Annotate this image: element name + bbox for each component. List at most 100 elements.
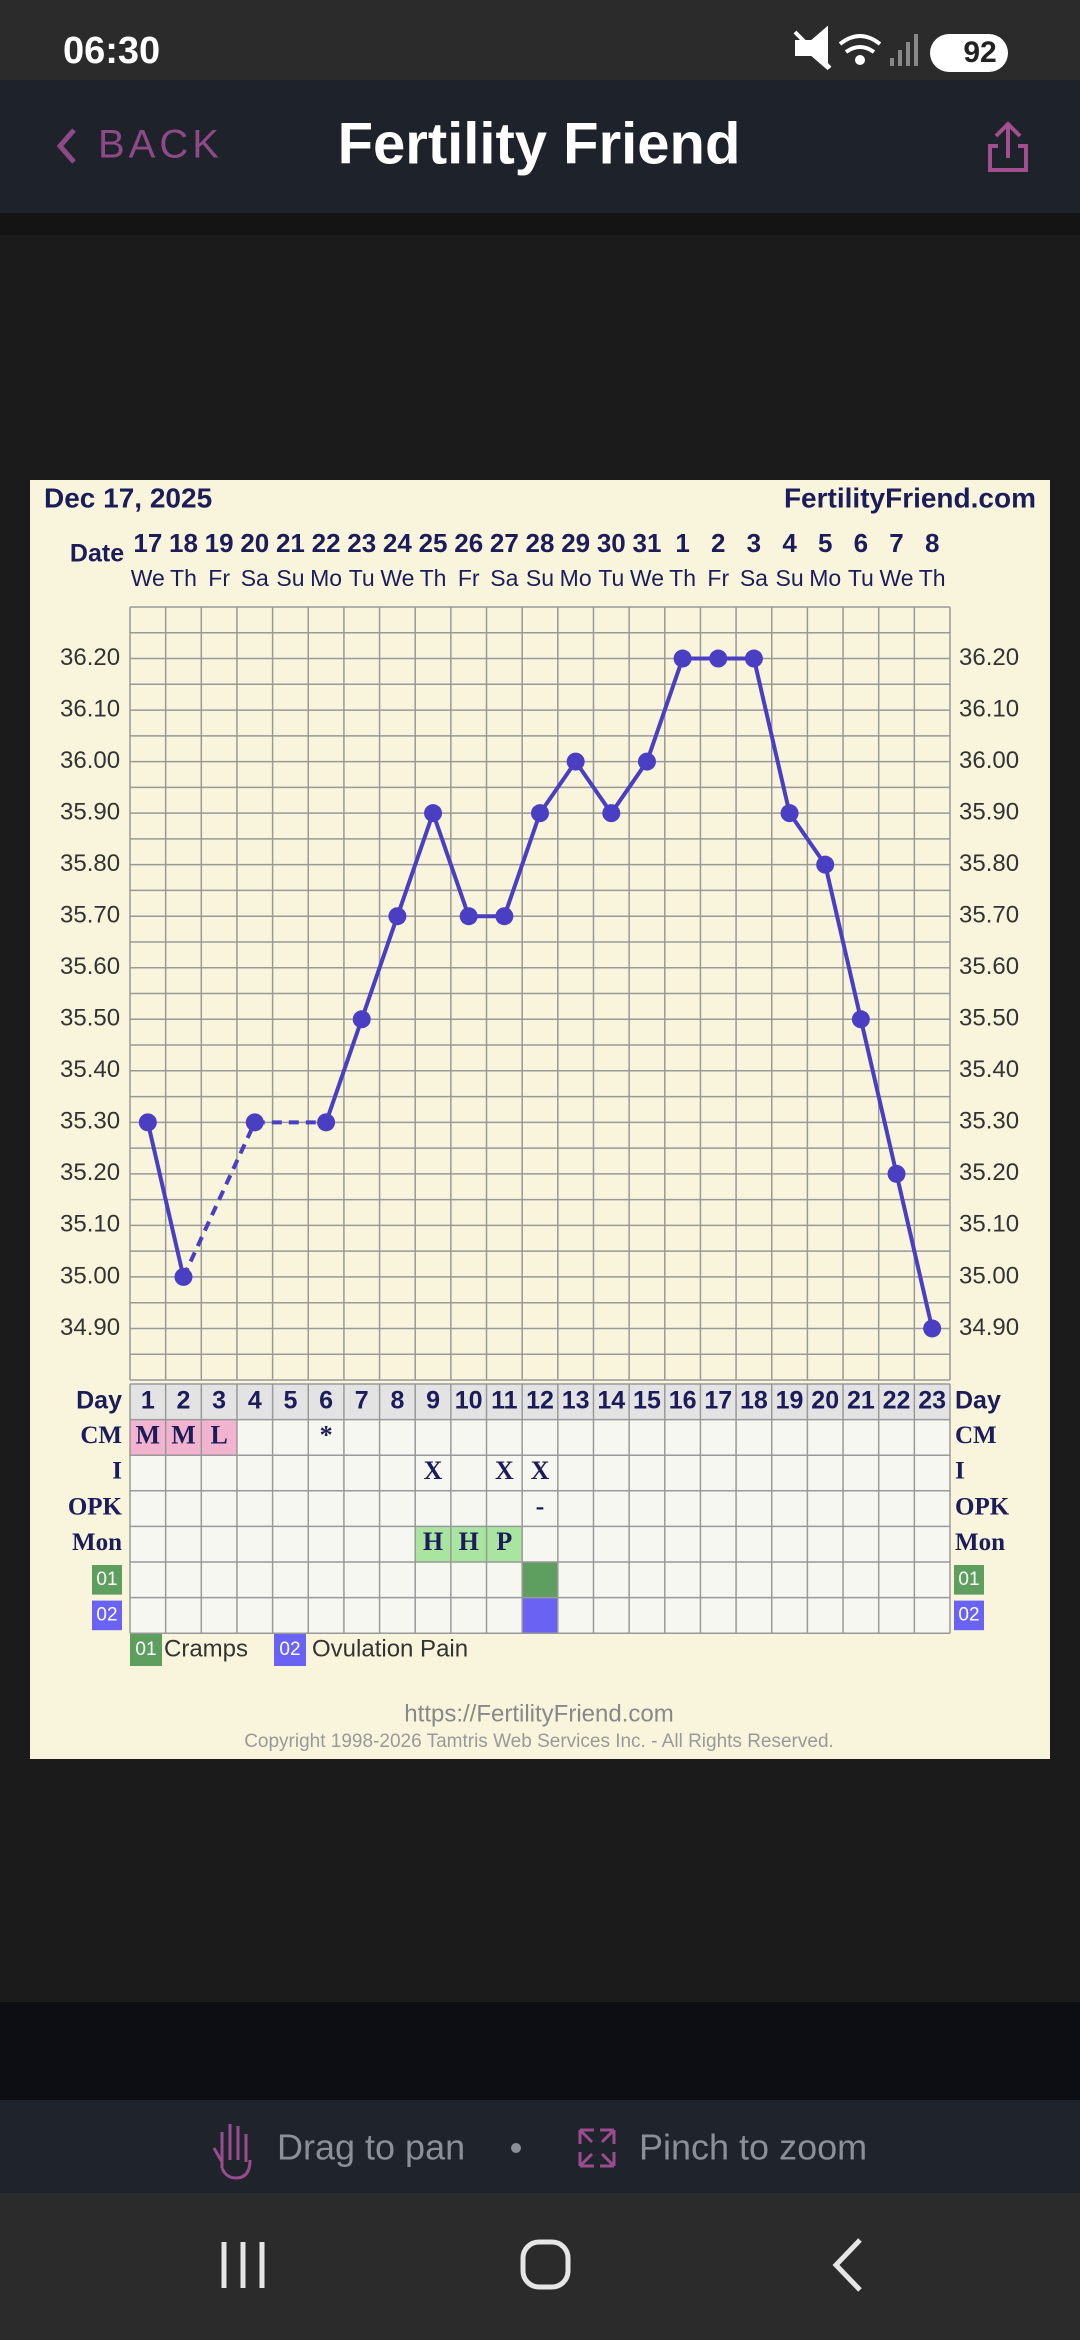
row-label: CM — [80, 1422, 122, 1449]
x-tick-label: 2 — [711, 528, 725, 558]
row-label: I — [112, 1458, 122, 1485]
weekday-label: Sa — [490, 565, 518, 591]
x-tick-label: 20 — [240, 528, 269, 558]
nav-bar — [0, 2193, 1080, 2340]
header — [0, 80, 1080, 213]
day-number: 2 — [177, 1386, 191, 1414]
weekday-label: Th — [919, 565, 946, 591]
y-tick-label: 35.00 — [60, 1262, 120, 1289]
temperature-point — [352, 1010, 371, 1029]
weekday-label: Mo — [310, 565, 342, 591]
day-number: 7 — [355, 1386, 369, 1414]
symbol-cell — [522, 1562, 558, 1598]
temperature-point — [673, 649, 692, 668]
cell-text: M — [136, 1420, 161, 1449]
weekday-label: Fr — [707, 565, 729, 591]
weekday-label: Su — [526, 565, 554, 591]
temperature-point — [459, 907, 478, 926]
x-tick-label: 8 — [925, 528, 939, 558]
cell-highlight — [450, 1526, 487, 1562]
x-tick-label: 22 — [312, 528, 341, 558]
header-title: Fertility Friend — [338, 111, 741, 176]
y-tick-label: 35.40 — [60, 1056, 120, 1083]
weekday-label: Th — [420, 565, 447, 591]
weekday-label: We — [879, 565, 913, 591]
home-button[interactable] — [520, 2239, 571, 2290]
weekday-label: We — [131, 565, 165, 591]
cell-highlight — [201, 1419, 237, 1456]
back-button[interactable]: BACK — [98, 123, 223, 167]
day-number: 16 — [669, 1386, 697, 1414]
day-number: 11 — [491, 1386, 518, 1414]
cell-highlight — [486, 1526, 523, 1562]
recents-button[interactable] — [221, 2242, 265, 2288]
battery — [930, 34, 1008, 72]
weekday-label: Tu — [598, 565, 624, 591]
cell-highlight — [165, 1419, 202, 1456]
row-label-right: Mon — [955, 1529, 1005, 1556]
x-tick-label: 7 — [889, 528, 903, 558]
battery-level: 92 — [963, 36, 996, 69]
legend-text: Cramps — [164, 1635, 248, 1662]
grid — [129, 606, 951, 1381]
temperature-point — [138, 1113, 157, 1132]
back-icon[interactable] — [56, 128, 76, 164]
y-tick-label-right: 36.00 — [959, 747, 1019, 774]
x-tick-label: 18 — [169, 528, 198, 558]
row-label-right: CM — [955, 1422, 997, 1449]
weekday-label: Su — [775, 565, 803, 591]
y-tick-label-right: 35.80 — [959, 850, 1019, 877]
y-tick-label-right: 35.70 — [959, 902, 1019, 929]
site-name: FertilityFriend.com — [784, 482, 1036, 513]
pan-hint: Drag to pan — [277, 2127, 465, 2168]
y-tick-label-right: 36.20 — [959, 644, 1019, 671]
symbol-cell — [522, 1597, 558, 1634]
y-tick-label: 36.10 — [60, 695, 120, 722]
day-number: 13 — [562, 1386, 590, 1414]
x-tick-label: 24 — [383, 528, 412, 558]
temperature-point — [744, 649, 763, 668]
day-number: 15 — [633, 1386, 661, 1414]
y-tick-label: 35.20 — [60, 1159, 120, 1186]
cell-text: X — [495, 1456, 514, 1485]
day-number: 9 — [426, 1386, 440, 1414]
day-row-background — [130, 1384, 950, 1420]
x-tick-label: 23 — [347, 528, 376, 558]
y-tick-label-right: 36.10 — [959, 695, 1019, 722]
day-number: 19 — [776, 1386, 804, 1414]
cell-text: * — [320, 1420, 333, 1449]
cell-text: P — [496, 1527, 512, 1556]
y-tick-label: 35.10 — [60, 1211, 120, 1238]
temperature-point — [602, 804, 621, 823]
day-number: 12 — [526, 1386, 554, 1414]
separator-dot — [511, 2143, 521, 2153]
day-number: 4 — [248, 1386, 262, 1414]
symbol-label: 02 — [958, 1604, 979, 1625]
row-label: Day — [76, 1386, 122, 1414]
day-number: 18 — [740, 1386, 768, 1414]
cell-text: H — [423, 1527, 443, 1556]
day-number: 21 — [847, 1386, 875, 1414]
symbol-label: 02 — [96, 1604, 117, 1625]
temperature-point — [923, 1319, 942, 1338]
row-label: Mon — [72, 1529, 122, 1556]
weekday-label: Tu — [848, 565, 874, 591]
y-tick-label-right: 35.60 — [959, 953, 1019, 980]
y-tick-label-right: 35.00 — [959, 1262, 1019, 1289]
x-tick-label: 27 — [490, 528, 519, 558]
nav-back-button[interactable] — [832, 2238, 862, 2292]
x-tick-label: 17 — [133, 528, 162, 558]
y-tick-label: 35.80 — [60, 850, 120, 877]
weekday-label: We — [630, 565, 664, 591]
share-button[interactable] — [988, 121, 1028, 172]
row-label-right: OPK — [955, 1493, 1010, 1520]
y-tick-label-right: 35.40 — [959, 1056, 1019, 1083]
weekday-label: Fr — [458, 565, 480, 591]
cell-highlight — [415, 1526, 451, 1562]
y-tick-label: 35.50 — [60, 1005, 120, 1032]
nav-buttons — [221, 2238, 862, 2292]
day-number: 10 — [455, 1386, 483, 1414]
temperature-point — [245, 1113, 264, 1132]
